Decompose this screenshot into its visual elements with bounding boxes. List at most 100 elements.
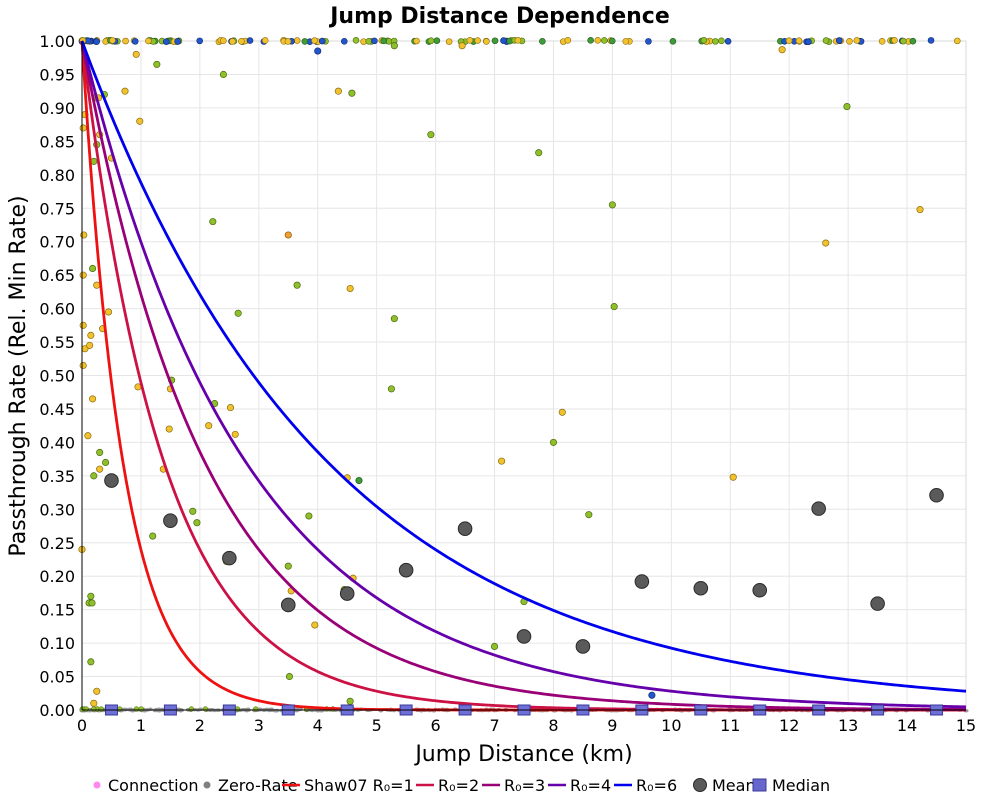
x-tick-label: 3 [254,716,264,735]
connection-point [953,37,961,45]
connection-point [600,37,608,44]
connection-point [352,37,360,44]
connection-point [387,385,395,393]
connection-point [539,38,546,45]
mean-point [575,639,591,654]
mean-points [104,473,944,654]
y-tick-label: 0.90 [39,99,75,118]
connection-point [608,37,616,45]
connection-point [93,687,101,695]
legend-label: R₀=6 [636,776,677,795]
connection-point [83,706,89,712]
connection-point [96,448,104,456]
connection-point [284,38,292,45]
connection-point [234,309,242,317]
y-tick-label: 0.00 [39,701,75,720]
legend-item: R₀=3 [482,776,545,795]
connection-point [340,38,348,45]
connection-point [355,476,363,485]
x-tick-label: 1 [136,716,146,735]
connection-point [805,38,812,46]
x-axis-label: Jump Distance (km) [413,742,632,767]
connection-point [89,395,97,403]
x-tick-label: 12 [779,716,799,735]
x-tick-label: 11 [720,716,740,735]
connection-point [729,473,737,481]
y-tick-label: 0.20 [39,567,75,586]
connection-point [843,103,851,111]
y-tick-label: 0.80 [39,166,75,185]
connection-point [91,706,97,712]
connection-point [622,38,630,45]
connection-point [318,37,326,45]
y-tick-label: 0.30 [39,500,75,519]
connection-point [712,38,719,45]
connection-point [84,432,92,440]
connection-point [209,218,217,226]
connection-point [380,37,388,45]
connection-point [90,699,98,707]
mean-point [222,550,237,566]
connection-point [188,706,195,712]
connection-point [587,37,594,44]
connection-point [109,37,116,44]
connection-point [90,472,98,480]
connection-point [427,37,435,45]
connection-point [348,89,356,97]
legend-item: Zero-Rate [203,776,298,795]
legend-item: R₀=4 [548,776,611,795]
connection-point [93,38,100,45]
mean-point [634,574,650,589]
x-tick-label: 5 [372,716,382,735]
legend-label: R₀=3 [504,776,545,795]
x-tick-label: 4 [313,716,323,735]
connection-point [87,658,95,666]
connection-point [79,361,87,370]
x-tick-label: 13 [838,716,858,735]
mean-point [398,562,414,578]
legend-item: Shaw07 R₀=1 [282,776,414,795]
y-tick-label: 0.15 [39,601,75,620]
connection-point [132,50,140,58]
connection-point [669,38,677,45]
connection-point [196,37,203,45]
legend-item: Mean [693,776,756,795]
connection-point [558,408,566,416]
legend-label: Zero-Rate [218,776,298,795]
connection-point [131,38,139,45]
connection-point [427,131,435,139]
connection-point [89,264,97,273]
connection-point [96,465,104,473]
connection-point [878,38,886,45]
connection-point [301,38,309,45]
connection-point [136,117,144,125]
y-axis-ticks: 0.00 0.05 0.10 0.15 0.20 0.25 0.30 0.35 0.40 0.45… [39,32,75,720]
connection-point [433,37,441,44]
connection-point [293,281,301,289]
connection-point [458,42,466,50]
connection-point [445,38,453,45]
connection-point [645,38,652,45]
legend: Connection Zero-Rate Shaw07 R₀=1 R₀=2 R₀=3 R₀… [93,776,830,795]
y-tick-label: 0.25 [39,534,75,553]
connection-point [346,697,354,705]
y-tick-label: 0.45 [39,400,75,419]
y-tick-label: 0.85 [39,132,75,151]
connection-point [79,271,87,279]
connection-point [102,458,110,467]
connection-point [104,308,113,316]
connection-point [346,284,354,293]
legend-symbol [752,778,767,792]
mean-point [280,597,296,613]
connection-point [98,706,104,712]
legend-item: Median [752,776,830,795]
connection-point [909,37,917,45]
connection-point [311,37,318,44]
y-tick-label: 0.35 [39,467,75,486]
connection-point [785,37,793,44]
legend-symbol [203,781,211,789]
connection-point [594,36,602,44]
x-tick-label: 9 [607,716,617,735]
connection-point [231,430,239,438]
zero-rate-point [177,708,184,713]
